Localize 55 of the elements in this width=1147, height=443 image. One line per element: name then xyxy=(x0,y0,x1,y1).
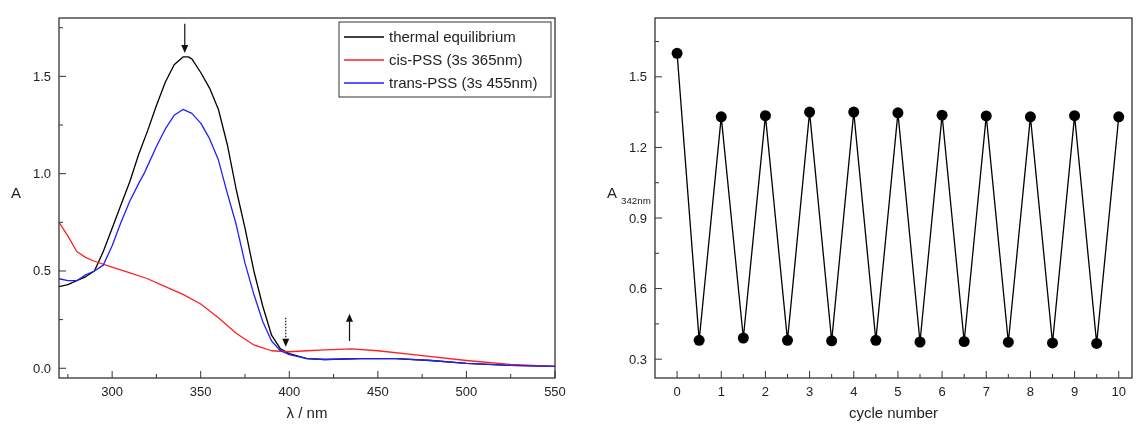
point xyxy=(1024,111,1036,123)
x-axis-title: cycle number xyxy=(848,404,939,421)
y-tick-label: 0.9 xyxy=(628,210,647,226)
y-tick-label: 0.5 xyxy=(32,263,51,279)
y-tick-label: 1.0 xyxy=(32,166,51,182)
point xyxy=(1002,336,1014,348)
point xyxy=(914,336,926,348)
point xyxy=(1069,110,1081,122)
point xyxy=(715,111,727,123)
x-tick-label: 2 xyxy=(761,384,770,399)
point xyxy=(804,106,816,118)
x-tick-label: 10 xyxy=(1111,384,1126,399)
point xyxy=(1091,337,1103,349)
x-tick-label: 300 xyxy=(101,384,123,399)
point xyxy=(782,334,793,346)
x-tick-label: 7 xyxy=(982,384,990,399)
y-tick-label: 0.0 xyxy=(32,360,51,376)
x-tick-label: 500 xyxy=(455,384,478,399)
legend-label: trans-PSS (3s 455nm) xyxy=(389,74,538,91)
x-tick-label: 3 xyxy=(805,384,814,399)
point xyxy=(870,334,882,346)
y-axis-title: A xyxy=(11,184,22,201)
x-tick-label: 450 xyxy=(367,384,389,399)
x-tick-label: 5 xyxy=(894,384,902,399)
point xyxy=(892,107,904,119)
x-tick-label: 400 xyxy=(278,384,301,399)
x-tick-label: 4 xyxy=(850,384,858,399)
x-tick-label: 8 xyxy=(1026,384,1035,399)
y-tick-label: 1.5 xyxy=(628,69,647,85)
point xyxy=(1113,111,1125,123)
y-tick-label: 0.3 xyxy=(628,351,647,367)
x-tick-label: 0 xyxy=(673,384,681,399)
point xyxy=(980,110,992,122)
point xyxy=(759,110,771,122)
y-axis-title: A$_{342nm}$ xyxy=(607,184,651,206)
y-tick-label: 1.5 xyxy=(32,68,51,84)
x-tick-label: 1 xyxy=(717,384,725,399)
x-tick-label: 6 xyxy=(938,384,946,399)
legend-label: cis-PSS (3s 365nm) xyxy=(389,51,523,68)
point xyxy=(693,334,705,346)
point xyxy=(958,336,970,348)
point xyxy=(826,335,838,347)
legend-label: thermal equilibrium xyxy=(389,28,516,45)
point xyxy=(671,47,683,59)
y-tick-label: 0.6 xyxy=(628,281,647,297)
point xyxy=(737,332,749,344)
x-tick-label: 550 xyxy=(544,384,566,399)
y-tick-label: 1.2 xyxy=(628,139,647,155)
x-axis-title: λ / nm xyxy=(286,404,328,421)
point xyxy=(848,106,860,118)
x-tick-label: 9 xyxy=(1070,384,1079,399)
x-tick-label: 350 xyxy=(189,384,212,399)
point xyxy=(936,109,948,121)
point xyxy=(1047,337,1058,349)
line-series xyxy=(59,108,555,367)
